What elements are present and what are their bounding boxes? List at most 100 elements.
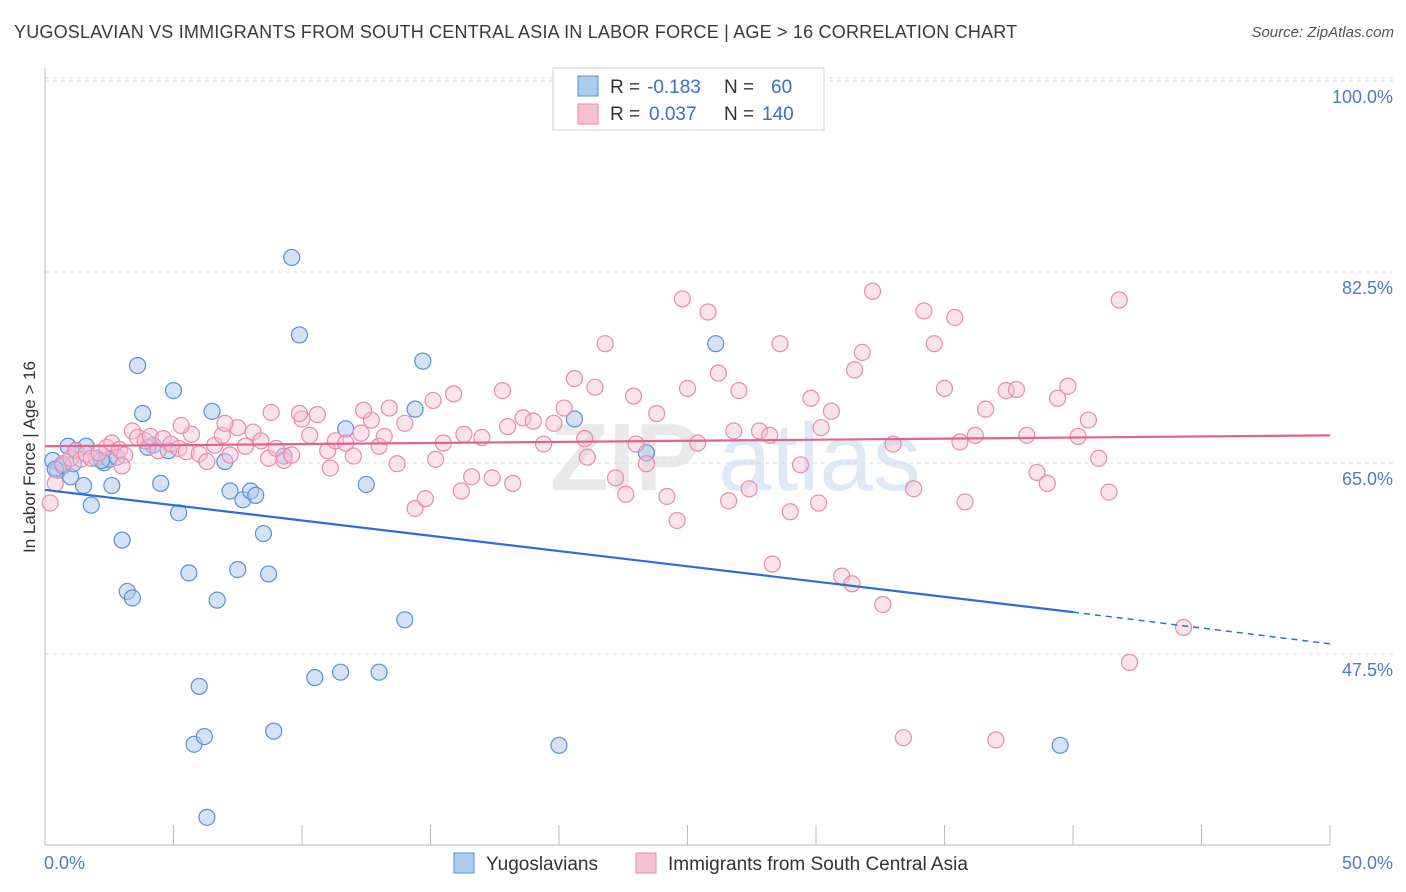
data-point-immigrants	[221, 446, 239, 464]
data-point-immigrants	[1038, 474, 1056, 492]
watermark: ZIP atlas	[550, 404, 921, 511]
data-point-immigrants	[763, 555, 781, 573]
data-point-immigrants	[578, 448, 596, 466]
data-point-yugoslavians	[1051, 736, 1069, 754]
data-point-immigrants	[252, 432, 270, 450]
data-point-immigrants	[809, 494, 828, 512]
trend-line-immigrants	[44, 434, 1331, 448]
data-point-immigrants	[673, 290, 691, 308]
data-point-immigrants	[452, 482, 470, 500]
data-point-immigrants	[668, 511, 686, 530]
data-point-yugoslavians	[550, 736, 568, 754]
legend-r-value-1: -0.183	[647, 77, 701, 98]
data-point-yugoslavians	[195, 727, 213, 746]
data-point-immigrants	[725, 422, 743, 440]
data-point-immigrants	[740, 480, 758, 498]
data-point-immigrants	[499, 418, 517, 436]
data-point-immigrants	[606, 469, 625, 487]
bottom-legend: Yugoslavians Immigrants from South Centr…	[453, 852, 968, 875]
data-point-immigrants	[678, 379, 697, 398]
data-point-immigrants	[935, 379, 954, 398]
data-point-immigrants	[1120, 653, 1139, 671]
data-point-immigrants	[424, 391, 442, 410]
data-point-immigrants	[658, 487, 676, 506]
data-point-immigrants	[1090, 449, 1108, 467]
y-tick-label: 47.5%	[1342, 660, 1393, 680]
data-point-immigrants	[290, 404, 309, 423]
data-point-yugoslavians	[283, 248, 301, 267]
data-point-immigrants	[1028, 463, 1046, 482]
data-point-immigrants	[627, 435, 645, 453]
data-point-immigrants	[905, 480, 923, 498]
data-point-immigrants	[987, 731, 1005, 749]
data-point-immigrants	[689, 434, 707, 452]
top-legend: R = -0.183 N = 60 R = 0.037 N = 140	[552, 67, 825, 131]
data-point-immigrants	[216, 414, 234, 432]
data-point-yugoslavians	[123, 589, 141, 607]
legend-r-value-2: 0.037	[649, 104, 697, 125]
data-point-immigrants	[388, 455, 406, 473]
data-point-immigrants	[504, 474, 522, 492]
data-point-immigrants	[637, 455, 655, 473]
data-point-yugoslavians	[152, 474, 170, 492]
data-point-immigrants	[720, 492, 738, 510]
data-point-yugoslavians	[306, 669, 324, 687]
data-point-immigrants	[416, 490, 434, 508]
series-yugoslavians	[44, 248, 1069, 826]
data-point-immigrants	[802, 389, 820, 407]
data-point-immigrants	[750, 422, 769, 440]
data-point-yugoslavians	[357, 475, 375, 494]
data-point-immigrants	[262, 403, 280, 422]
chart-title: YUGOSLAVIAN VS IMMIGRANTS FROM SOUTH CEN…	[14, 22, 1018, 42]
data-point-immigrants	[1100, 483, 1118, 501]
data-point-immigrants	[344, 447, 362, 465]
data-point-immigrants	[524, 412, 542, 430]
data-point-immigrants	[463, 468, 481, 486]
data-point-immigrants	[925, 335, 943, 353]
data-point-immigrants	[352, 424, 370, 442]
data-point-immigrants	[648, 404, 666, 423]
data-point-immigrants	[845, 361, 864, 379]
x-tick-label: 0.0%	[44, 853, 85, 873]
data-point-immigrants	[843, 575, 861, 593]
series-immigrants	[41, 282, 1193, 749]
data-point-immigrants	[576, 430, 594, 448]
data-point-yugoslavians	[259, 565, 278, 583]
data-point-immigrants	[699, 303, 717, 321]
y-tick-label: 65.0%	[1342, 469, 1393, 489]
data-point-immigrants	[172, 416, 190, 435]
data-point-immigrants	[116, 446, 134, 464]
data-point-immigrants	[1079, 411, 1098, 429]
data-point-immigrants	[709, 364, 727, 382]
data-point-immigrants	[853, 343, 871, 361]
data-point-immigrants	[113, 457, 131, 475]
data-point-immigrants	[781, 503, 799, 521]
data-point-yugoslavians	[208, 591, 226, 609]
data-point-immigrants	[396, 414, 414, 432]
data-point-immigrants	[41, 494, 59, 512]
data-point-immigrants	[946, 308, 964, 327]
data-point-yugoslavians	[331, 663, 350, 681]
trend-line-yugoslavians-extension	[1072, 611, 1331, 645]
data-point-yugoslavians	[198, 808, 216, 826]
data-point-immigrants	[455, 425, 473, 443]
data-point-immigrants	[730, 381, 748, 400]
data-point-immigrants	[977, 400, 995, 418]
legend-swatch-pink	[577, 103, 599, 125]
data-point-immigrants	[1174, 618, 1193, 637]
data-point-yugoslavians	[180, 564, 198, 582]
data-point-immigrants	[301, 426, 319, 444]
data-point-immigrants	[617, 485, 635, 503]
data-point-yugoslavians	[221, 482, 239, 500]
data-point-yugoslavians	[290, 326, 309, 344]
bottom-legend-yugoslavians: Yugoslavians	[486, 854, 598, 875]
data-point-immigrants	[46, 474, 64, 492]
data-point-immigrants	[308, 406, 327, 424]
legend-swatch-blue	[577, 75, 599, 97]
bottom-legend-swatch-blue	[453, 852, 475, 874]
data-point-immigrants	[445, 385, 463, 403]
y-tick-label: 100.0%	[1332, 87, 1393, 107]
data-point-immigrants	[514, 409, 532, 427]
data-point-immigrants	[198, 452, 216, 471]
data-point-yugoslavians	[113, 531, 131, 549]
